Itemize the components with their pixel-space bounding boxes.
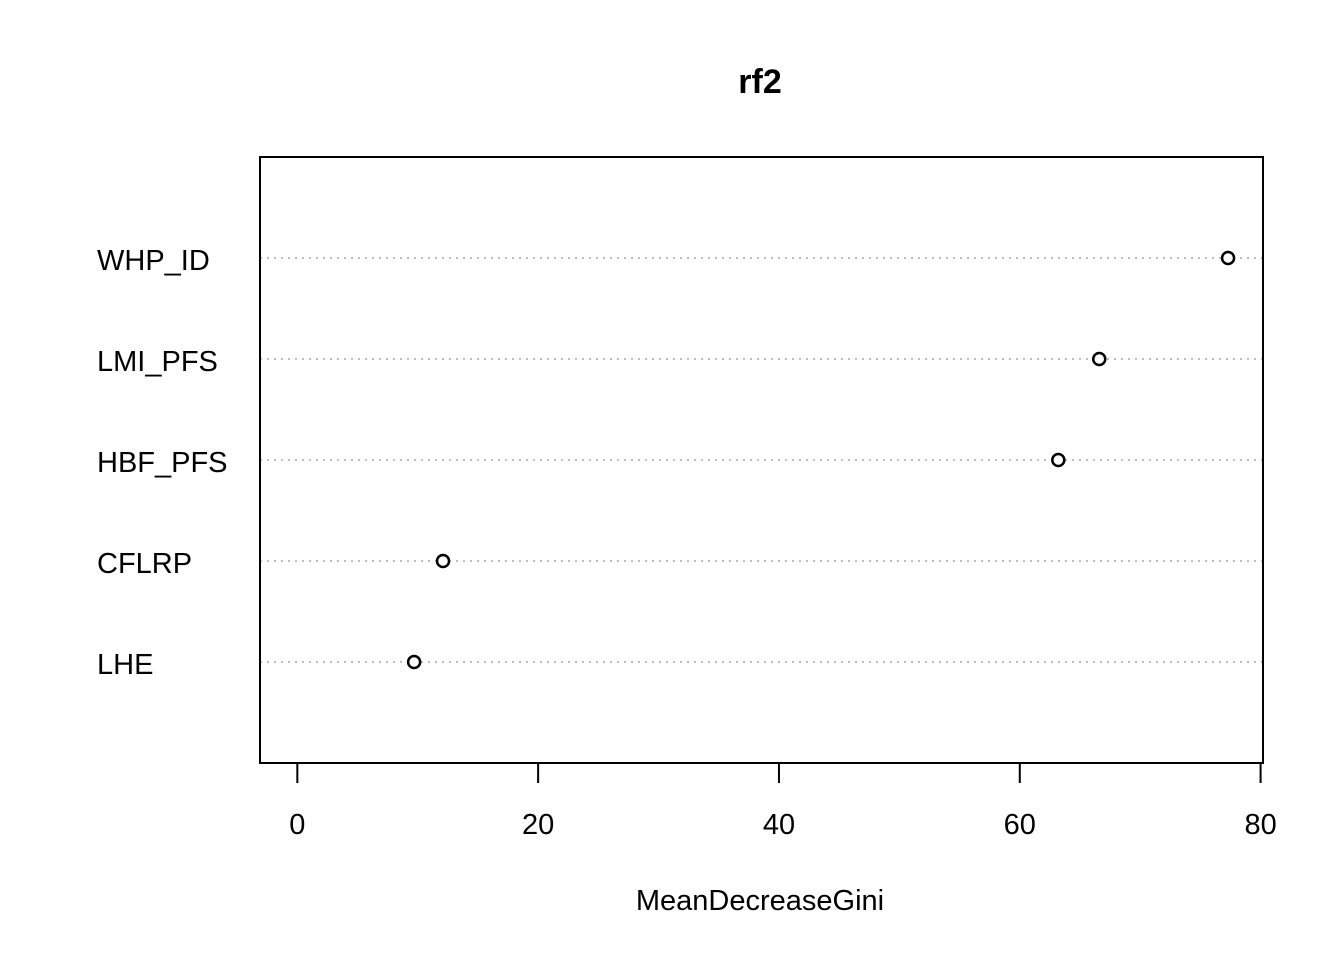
x-tick-label-1: 0 (289, 809, 305, 841)
guide-lines (260, 257, 1263, 663)
category-label-2: LMI_PFS (97, 346, 218, 378)
data-points (406, 250, 1236, 670)
data-point-5 (406, 654, 422, 670)
x-tick-label-3: 40 (763, 809, 795, 841)
data-point-4 (435, 553, 451, 569)
x-tick-label-4: 60 (1004, 809, 1036, 841)
category-label-4: CFLRP (97, 548, 192, 580)
category-label-5: LHE (97, 649, 153, 681)
x-axis: 0 20 40 60 80 (289, 762, 1277, 841)
data-point-2 (1091, 351, 1107, 367)
category-label-1: WHP_ID (97, 245, 210, 277)
plot-frame (259, 156, 1264, 764)
data-point-3 (1051, 452, 1066, 468)
x-axis-label: MeanDecreaseGini (636, 885, 884, 917)
x-tick-label-5: 80 (1244, 809, 1276, 841)
x-tick-label-2: 20 (522, 809, 554, 841)
data-point-1 (1220, 250, 1236, 266)
chart-title: rf2 (738, 63, 781, 101)
category-labels: WHP_ID LMI_PFS HBF_PFS CFLRP LHE (97, 245, 228, 681)
category-label-3: HBF_PFS (97, 447, 228, 479)
